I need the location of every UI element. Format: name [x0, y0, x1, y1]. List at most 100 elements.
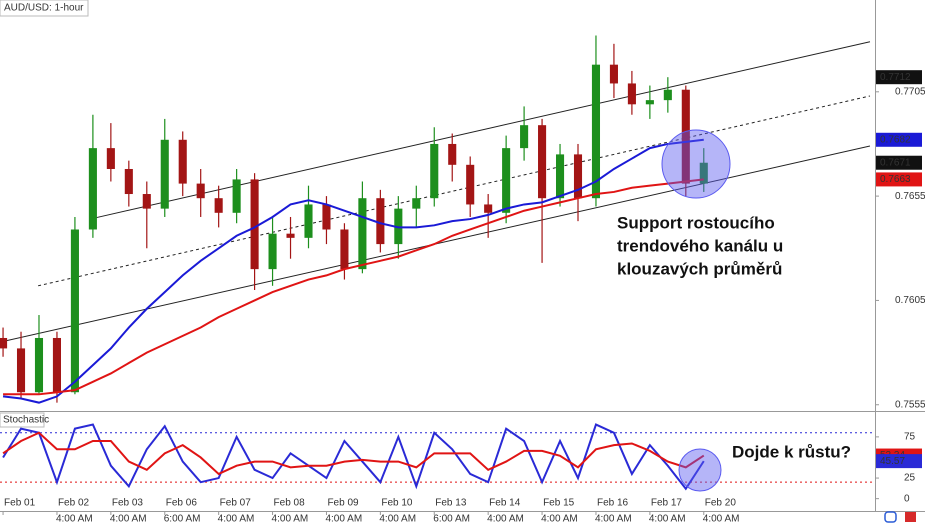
- candle-body: [484, 204, 493, 213]
- moving-average: [3, 178, 704, 396]
- x-tick-label: Feb 03: [112, 498, 144, 509]
- candle-body: [16, 348, 26, 393]
- x-tick-label: Feb 13: [435, 498, 467, 509]
- candle-body: [699, 162, 708, 184]
- candle-body: [538, 125, 547, 199]
- chart-title: AUD/USD: 1-hour: [4, 3, 84, 14]
- stochastic-line: [2, 423, 705, 491]
- highlight-circle: [678, 448, 722, 492]
- candle-body: [448, 143, 457, 165]
- x-tick-label: 4:00 AM: [595, 514, 632, 525]
- candle-body: [124, 168, 133, 195]
- price-marker-label: 45.57: [880, 456, 905, 467]
- price-marker-label: 0.7682: [880, 134, 911, 145]
- candle-body: [394, 208, 403, 245]
- candle-body: [322, 204, 331, 230]
- channel-line: [37, 95, 871, 287]
- x-tick-label: 6:00 AM: [433, 514, 470, 525]
- candle-body: [214, 198, 223, 213]
- channel-line: [89, 41, 871, 220]
- candle-body: [573, 154, 583, 199]
- candle-body: [0, 337, 8, 349]
- x-tick-label: 6:00 AM: [164, 514, 201, 525]
- x-tick-label: 4:00 AM: [541, 514, 578, 525]
- price-marker: [876, 70, 922, 85]
- x-tick-label: 4:00 AM: [487, 514, 524, 525]
- annotation: Dojde k růstu?: [732, 442, 851, 461]
- candle-body: [196, 183, 205, 199]
- candle-body: [52, 337, 61, 393]
- price-marker-label: 0.7671: [880, 157, 911, 168]
- candle-body: [160, 139, 169, 209]
- candle-body: [502, 148, 511, 213]
- price-marker: [876, 155, 922, 170]
- x-tick-label: 4:00 AM: [110, 514, 147, 525]
- candle-body: [286, 233, 295, 238]
- icon[interactable]: [905, 512, 916, 522]
- x-tick-label: 4:00 AM: [703, 514, 740, 525]
- candle-body: [232, 179, 241, 213]
- candle-body: [376, 198, 385, 245]
- candle-body: [358, 198, 367, 270]
- price-marker-label: 0.7712: [880, 72, 911, 83]
- stochastic-line: [2, 431, 705, 476]
- candle-body: [591, 64, 601, 199]
- candle-body: [412, 198, 421, 209]
- candle-body: [178, 139, 187, 184]
- y-tick-label: 0.7605: [895, 295, 925, 306]
- candle-body: [663, 89, 672, 101]
- overlay: Support rostoucího trendového kanálu u k…: [617, 129, 916, 523]
- candle-body: [340, 229, 349, 270]
- x-tick-label: 4:00 AM: [649, 514, 686, 525]
- price-marker: [876, 132, 922, 147]
- x-tick-label: 4:00 AM: [272, 514, 309, 525]
- candle-body: [520, 125, 529, 149]
- candle-body: [142, 194, 151, 209]
- x-tick-label: Feb 06: [166, 498, 198, 509]
- highlight-circle: [661, 129, 731, 199]
- title-box: [0, 0, 89, 17]
- candle-body: [555, 154, 565, 199]
- candle-body: [106, 148, 115, 169]
- title-box: [0, 412, 45, 428]
- candle-body: [304, 204, 313, 238]
- x-tick-label: Feb 07: [220, 498, 252, 509]
- panel-title: Stochastic: [3, 415, 49, 426]
- x-tick-label: Feb 15: [543, 498, 575, 509]
- candle-body: [268, 233, 277, 270]
- annotation: klouzavých průměrů: [617, 259, 782, 278]
- candle-body: [627, 83, 636, 105]
- x-tick-label: 4:00 AM: [325, 514, 362, 525]
- y-tick-label: 0.7705: [895, 86, 925, 97]
- x-tick-label: Feb 17: [651, 498, 683, 509]
- annotation: trendového kanálu u: [617, 236, 783, 255]
- x-tick-label: 4:00 AM: [379, 514, 416, 525]
- x-tick-label: Feb 10: [381, 498, 413, 509]
- price-marker: [876, 172, 922, 187]
- x-tick-label: Feb 01: [4, 498, 36, 509]
- x-tick-label: Feb 09: [327, 498, 359, 509]
- candle-body: [609, 64, 618, 84]
- x-tick-label: Feb 16: [597, 498, 629, 509]
- x-tick-label: Feb 02: [58, 498, 90, 509]
- price-marker-label: 0.7663: [880, 174, 911, 185]
- icon[interactable]: [884, 511, 897, 523]
- x-tick-label: 4:00 AM: [56, 514, 93, 525]
- moving-average: [2, 138, 704, 404]
- y-tick-label: 0.7555: [895, 399, 925, 410]
- x-tick-label: Feb 20: [705, 498, 737, 509]
- price-marker: [876, 454, 922, 469]
- x-tick-label: Feb 08: [274, 498, 306, 509]
- candle-body: [681, 89, 690, 184]
- candle-body: [466, 164, 475, 205]
- x-tick-label: Feb 14: [489, 498, 521, 509]
- candle-body: [430, 143, 439, 199]
- candle-body: [88, 148, 97, 230]
- candle-body: [70, 229, 79, 393]
- annotation: Support rostoucího: [617, 213, 775, 232]
- y-tick-label: 25: [904, 473, 916, 484]
- candle-body: [34, 337, 44, 393]
- x-tick-label: 4:00 AM: [218, 514, 255, 525]
